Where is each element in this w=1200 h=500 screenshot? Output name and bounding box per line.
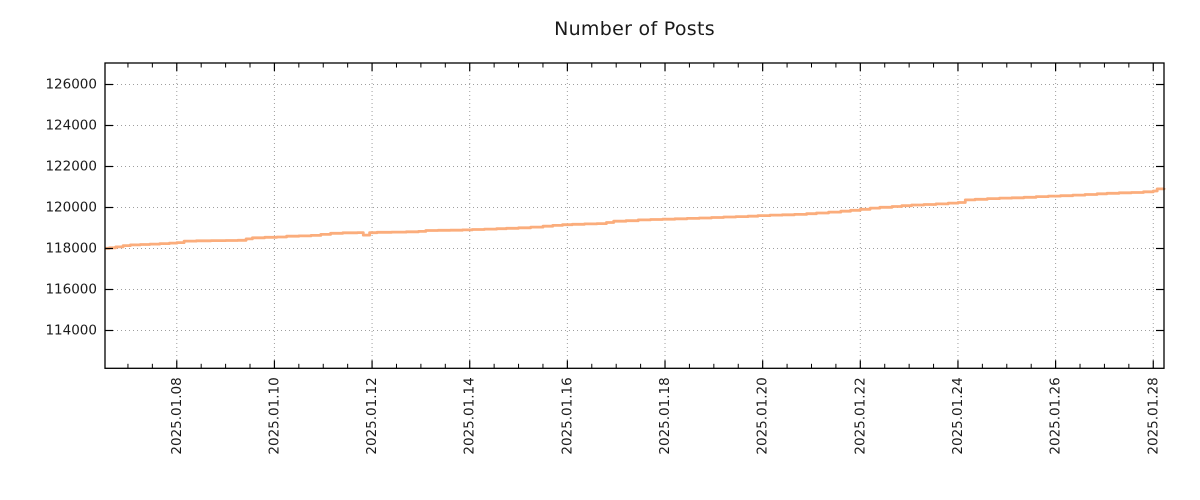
y-tick-label: 122000 xyxy=(45,159,97,175)
y-tick-label: 124000 xyxy=(45,118,97,134)
x-tick-label: 2025.01.18 xyxy=(657,377,673,454)
x-tick-label: 2025.01.26 xyxy=(1048,377,1064,454)
x-tick-label: 2025.01.16 xyxy=(559,377,575,454)
x-tick-label: 2025.01.24 xyxy=(950,377,966,454)
y-tick-label: 126000 xyxy=(45,77,97,93)
x-tick-label: 2025.01.28 xyxy=(1145,377,1161,454)
x-tick-label: 2025.01.08 xyxy=(169,377,185,454)
y-tick-label: 116000 xyxy=(45,281,97,297)
chart-title: Number of Posts xyxy=(554,18,715,40)
x-tick-label: 2025.01.22 xyxy=(852,377,868,454)
x-tick-label: 2025.01.20 xyxy=(755,377,771,454)
plot-border xyxy=(104,62,1165,369)
y-tick-label: 118000 xyxy=(45,241,97,257)
x-tick-label: 2025.01.12 xyxy=(364,377,380,454)
data-line-number-of-posts xyxy=(105,187,1166,250)
y-tick-label: 114000 xyxy=(45,322,97,338)
y-tick-label: 120000 xyxy=(45,200,97,216)
x-tick-label: 2025.01.14 xyxy=(462,377,478,454)
x-tick-label: 2025.01.10 xyxy=(266,377,282,454)
